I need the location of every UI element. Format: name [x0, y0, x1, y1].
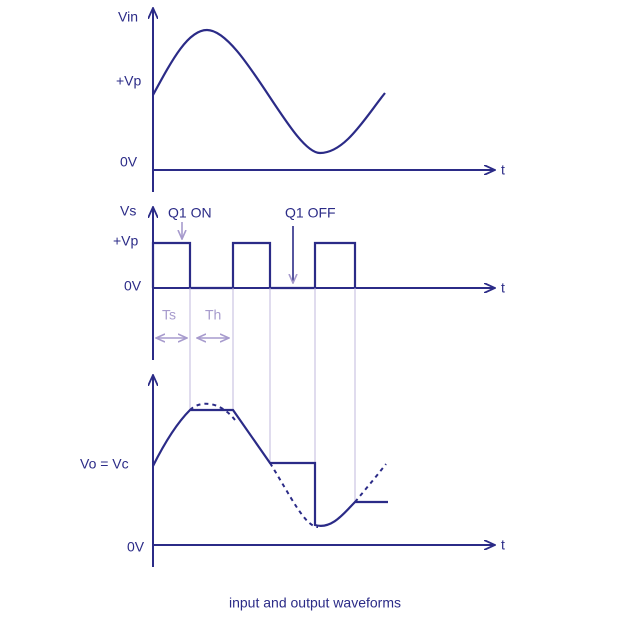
off-label: Q1 OFF	[285, 205, 336, 221]
switch-pulses	[151, 241, 357, 290]
y-label: Vin	[118, 9, 138, 25]
caption: input and output waveforms	[229, 595, 401, 611]
x-label: t	[501, 537, 505, 553]
input-dashed	[189, 402, 387, 528]
y-label: Vo = Vc	[80, 456, 129, 472]
switch-panel: Vs Q1 ON Q1 OFF +Vp 0V t Ts Th	[113, 203, 505, 360]
level-label: +Vp	[116, 73, 142, 89]
x-label: t	[501, 280, 505, 296]
input-panel: Vin +Vp 0V t	[116, 8, 505, 192]
x-label: t	[501, 162, 505, 178]
guide-lines	[189, 288, 356, 502]
output-panel: Vo = Vc 0V t	[80, 375, 505, 567]
sample-label: Ts	[162, 307, 176, 323]
input-sine	[152, 28, 386, 155]
hold-label: Th	[205, 307, 221, 323]
level-label: 0V	[124, 278, 142, 294]
level-label: 0V	[127, 539, 145, 555]
level-label: +Vp	[113, 233, 139, 249]
on-label: Q1 ON	[168, 205, 212, 221]
output-wave	[152, 408, 388, 527]
level-label: 0V	[120, 154, 138, 170]
y-label: Vs	[120, 203, 136, 219]
